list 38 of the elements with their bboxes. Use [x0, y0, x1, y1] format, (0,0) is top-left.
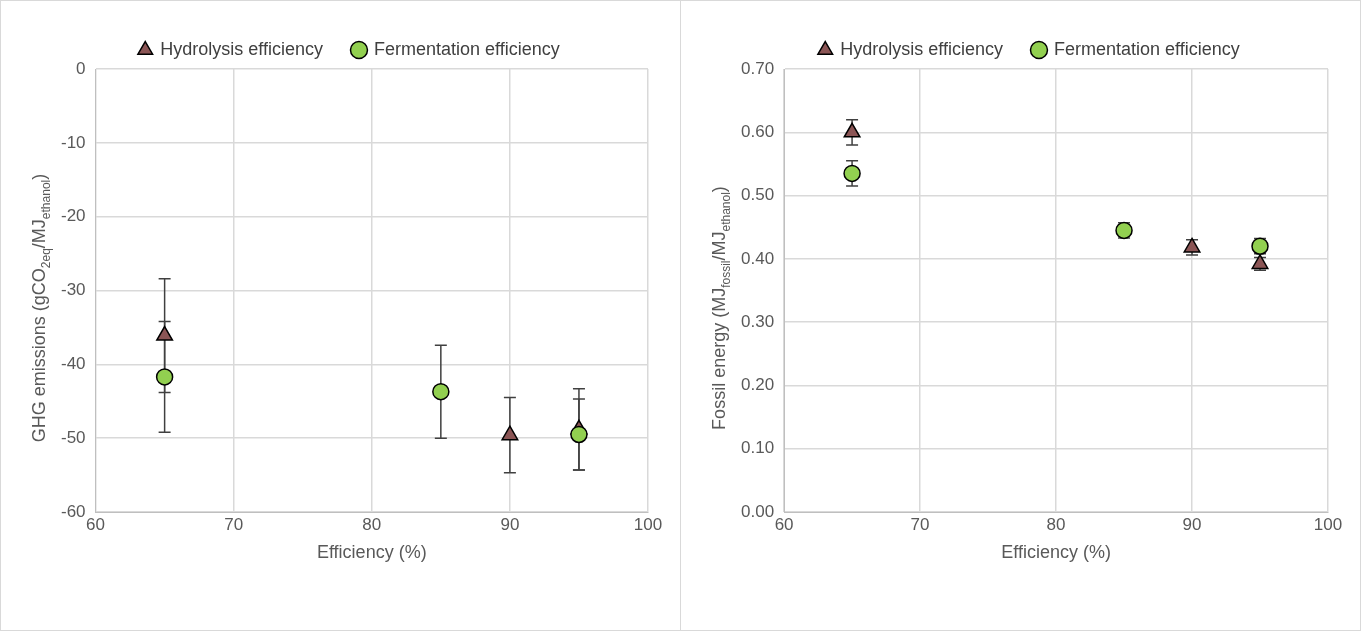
y-tick-label: 0.10: [740, 438, 775, 458]
y-tick-label: 0.30: [740, 311, 775, 331]
y-tick-label: 0.70: [740, 58, 775, 78]
point: [570, 425, 588, 444]
y-tick-label: -30: [60, 280, 86, 300]
y-tick-label: 0: [76, 58, 86, 78]
legend-label: Fermentation efficiency: [1053, 38, 1240, 59]
y-tick-label: 0.00: [740, 501, 775, 521]
point: [843, 122, 861, 138]
legend-label: Hydrolysis efficiency: [160, 38, 323, 59]
y-tick-label: -60: [60, 501, 86, 521]
x-axis-title: Efficiency (%): [1001, 542, 1111, 563]
point: [156, 325, 174, 341]
x-tick-label: 90: [1182, 514, 1202, 534]
x-tick-label: 70: [910, 514, 930, 534]
x-axis-title: Efficiency (%): [316, 542, 427, 563]
x-tick-label: 100: [633, 514, 663, 534]
y-tick-label: -10: [60, 132, 86, 152]
x-tick-label: 80: [362, 514, 382, 534]
x-tick-label: 90: [500, 514, 520, 534]
x-tick-label: 80: [1046, 514, 1066, 534]
legend-label: Hydrolysis efficiency: [840, 38, 1003, 59]
point: [432, 382, 450, 401]
x-tick-label: 60: [86, 514, 106, 534]
point: [501, 425, 519, 441]
point: [843, 164, 861, 183]
y-tick-label: 0.40: [740, 248, 775, 268]
y-tick-label: 0.60: [740, 121, 775, 141]
x-tick-label: 60: [774, 514, 794, 534]
y-tick-label: -40: [60, 354, 86, 374]
legend-label: Fermentation efficiency: [373, 38, 560, 59]
y-tick-label: 0.50: [740, 185, 775, 205]
x-tick-label: 70: [224, 514, 244, 534]
y-tick-label: -50: [60, 427, 86, 447]
point: [155, 368, 174, 386]
y-tick-label: -20: [60, 206, 86, 226]
y-tick-label: 0.20: [740, 375, 775, 395]
x-tick-label: 100: [1313, 514, 1343, 534]
